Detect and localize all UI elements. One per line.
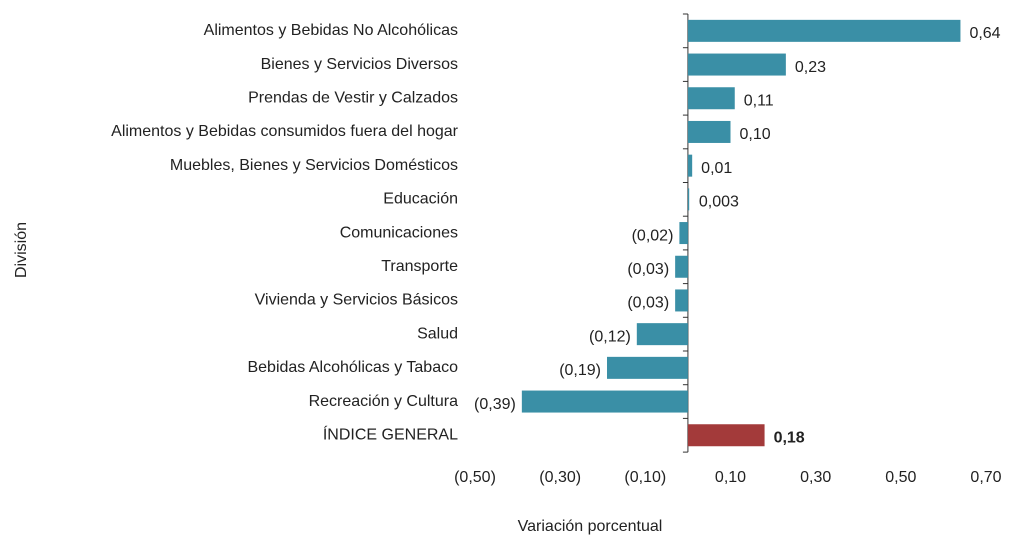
x-tick-label: (0,30) (539, 469, 581, 486)
bar (687, 424, 765, 447)
x-tick-label: (0,10) (624, 469, 666, 486)
bar (687, 53, 786, 76)
data-label: 0,003 (699, 194, 739, 211)
data-label: (0,02) (632, 227, 674, 244)
y-tick-label: Comunicaciones (340, 224, 458, 241)
data-label: 0,64 (969, 25, 1000, 42)
data-label: 0,23 (795, 59, 826, 76)
data-label: (0,12) (589, 328, 631, 345)
y-tick-label: Alimentos y Bebidas No Alcohólicas (204, 22, 458, 39)
y-tick-label: Vivienda y Servicios Básicos (255, 292, 458, 309)
x-axis-title: Variación porcentual (518, 518, 663, 535)
data-label: 0,18 (774, 429, 805, 446)
bar (675, 289, 688, 312)
y-tick-label: Alimentos y Bebidas consumidos fuera del… (111, 123, 459, 140)
data-label: 0,11 (744, 92, 774, 109)
x-tick-label: 0,30 (800, 469, 831, 486)
y-tick-label: Educación (383, 191, 458, 208)
bar (675, 255, 688, 278)
y-tick-label: Bebidas Alcohólicas y Tabaco (247, 359, 458, 376)
y-tick-label: Salud (417, 325, 458, 342)
data-label: (0,19) (559, 362, 601, 379)
data-label: 0,01 (701, 160, 732, 177)
bar (679, 222, 688, 245)
bar (687, 120, 731, 143)
data-label: (0,03) (627, 295, 669, 312)
bar (687, 87, 735, 110)
x-tick-label: 0,50 (885, 469, 916, 486)
x-tick-label: 0,70 (970, 469, 1001, 486)
bar (636, 323, 688, 346)
bar (687, 154, 693, 177)
bar (687, 188, 690, 211)
y-tick-label: Prendas de Vestir y Calzados (248, 89, 458, 106)
x-tick-label: 0,10 (715, 469, 746, 486)
y-tick-label: Recreación y Cultura (309, 393, 459, 410)
y-tick-label: Bienes y Servicios Diversos (261, 56, 458, 73)
data-label: (0,39) (474, 396, 516, 413)
x-tick-label: (0,50) (454, 469, 496, 486)
y-tick-label: ÍNDICE GENERAL (323, 424, 458, 443)
bar (607, 356, 688, 379)
bar (687, 19, 961, 42)
y-tick-label: Transporte (381, 258, 458, 275)
data-label: (0,03) (627, 261, 669, 278)
y-tick-label: Muebles, Bienes y Servicios Domésticos (170, 157, 458, 174)
y-axis-title: División (13, 222, 30, 278)
data-label: 0,10 (740, 126, 771, 143)
bar (521, 390, 688, 413)
